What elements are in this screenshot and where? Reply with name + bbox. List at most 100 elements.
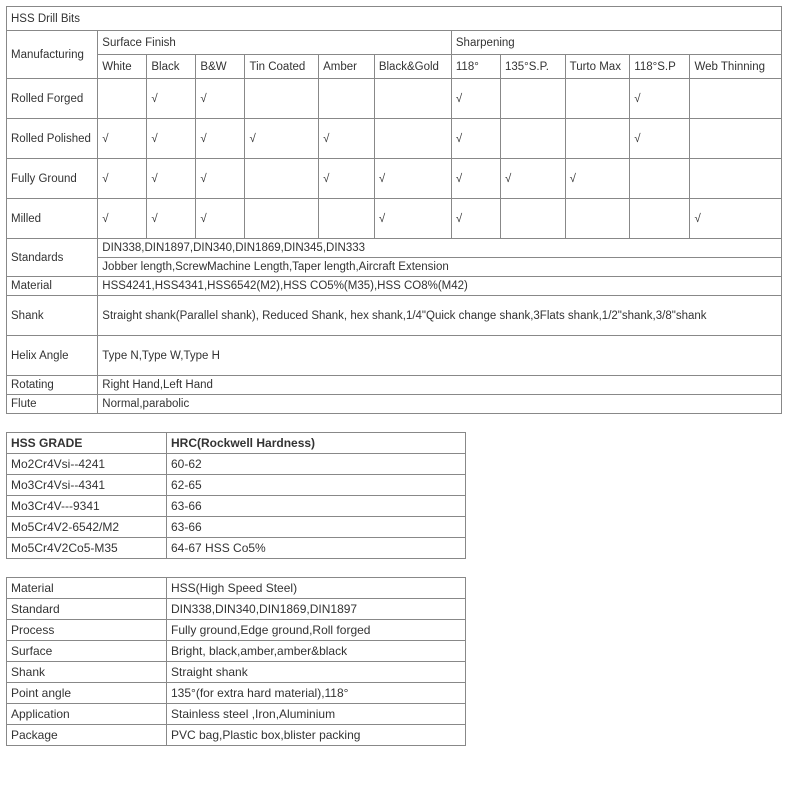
t1-cell: √ [98, 159, 147, 199]
t1-cell: √ [147, 159, 196, 199]
t1-cell: √ [565, 159, 630, 199]
t1-spec-value: Type N,Type W,Type H [98, 336, 782, 376]
t1-surface-col: Black&Gold [374, 55, 451, 79]
t1-cell: √ [147, 119, 196, 159]
t1-cell [500, 79, 565, 119]
t3-cell: Material [7, 578, 167, 599]
t1-spec-label: Flute [7, 395, 98, 414]
t1-cell: √ [147, 79, 196, 119]
t1-cell: √ [98, 119, 147, 159]
t1-cell: √ [500, 159, 565, 199]
t2-cell: 63-66 [167, 517, 466, 538]
t2-cell: Mo5Cr4V2-6542/M2 [7, 517, 167, 538]
t1-spec-value: Right Hand,Left Hand [98, 376, 782, 395]
t1-cell: √ [451, 159, 500, 199]
t1-sharpen-col: 118° [451, 55, 500, 79]
t1-cell: √ [451, 199, 500, 239]
t1-cell [245, 79, 319, 119]
t1-spec-value: HSS4241,HSS4341,HSS6542(M2),HSS CO5%(M35… [98, 277, 782, 296]
t1-cell: √ [319, 159, 375, 199]
t3-cell: DIN338,DIN340,DIN1869,DIN1897 [167, 599, 466, 620]
t1-surface-col: White [98, 55, 147, 79]
t1-group-surface: Surface Finish [98, 31, 452, 55]
t1-cell [565, 79, 630, 119]
t3-cell: Straight shank [167, 662, 466, 683]
t1-sharpen-col: 118°S.P [630, 55, 690, 79]
t1-cell [374, 119, 451, 159]
t1-spec-value: Jobber length,ScrewMachine Length,Taper … [98, 258, 782, 277]
t1-cell: √ [196, 79, 245, 119]
t1-cell [319, 79, 375, 119]
t1-row-label: Fully Ground [7, 159, 98, 199]
t2-cell: 63-66 [167, 496, 466, 517]
t3-cell: Package [7, 725, 167, 746]
t1-spec-value: DIN338,DIN1897,DIN340,DIN1869,DIN345,DIN… [98, 239, 782, 258]
t1-sharpen-col: Turto Max [565, 55, 630, 79]
t1-spec-label: Standards [7, 239, 98, 277]
t2-h1: HRC(Rockwell Hardness) [167, 433, 466, 454]
t1-cell: √ [245, 119, 319, 159]
t3-cell: Bright, black,amber,amber&black [167, 641, 466, 662]
t1-title: HSS Drill Bits [7, 7, 782, 31]
t3-cell: HSS(High Speed Steel) [167, 578, 466, 599]
t1-cell [500, 119, 565, 159]
t2-cell: 64-67 HSS Co5% [167, 538, 466, 559]
t1-spec-value: Straight shank(Parallel shank), Reduced … [98, 296, 782, 336]
t1-spec-label: Shank [7, 296, 98, 336]
t1-cell: √ [451, 79, 500, 119]
t1-cell: √ [196, 199, 245, 239]
t3-cell: 135°(for extra hard material),118° [167, 683, 466, 704]
t2-cell: 60-62 [167, 454, 466, 475]
t1-row-label: Rolled Polished [7, 119, 98, 159]
t3-cell: Stainless steel ,Iron,Aluminium [167, 704, 466, 725]
spec-summary-table: MaterialHSS(High Speed Steel)StandardDIN… [6, 577, 466, 746]
t3-cell: PVC bag,Plastic box,blister packing [167, 725, 466, 746]
t1-sharpen-col: 135°S.P. [500, 55, 565, 79]
t1-cell [690, 119, 782, 159]
t2-cell: Mo2Cr4Vsi--4241 [7, 454, 167, 475]
t1-spec-label: Rotating [7, 376, 98, 395]
t1-cell: √ [196, 159, 245, 199]
t1-cell [630, 199, 690, 239]
t1-surface-col: Tin Coated [245, 55, 319, 79]
t2-cell: Mo3Cr4V---9341 [7, 496, 167, 517]
t1-cell [374, 79, 451, 119]
t1-surface-col: B&W [196, 55, 245, 79]
t2-cell: Mo5Cr4V2Co5-M35 [7, 538, 167, 559]
t1-cell [565, 199, 630, 239]
t3-cell: Application [7, 704, 167, 725]
t1-cell: √ [630, 119, 690, 159]
t1-cell [245, 159, 319, 199]
t2-cell: 62-65 [167, 475, 466, 496]
t3-cell: Process [7, 620, 167, 641]
t1-cell [565, 119, 630, 159]
t3-cell: Fully ground,Edge ground,Roll forged [167, 620, 466, 641]
t1-group-sharpening: Sharpening [451, 31, 781, 55]
t1-cell: √ [451, 119, 500, 159]
t3-cell: Surface [7, 641, 167, 662]
t1-cell [319, 199, 375, 239]
t1-spec-label: Helix Angle [7, 336, 98, 376]
t1-cell [98, 79, 147, 119]
t1-cell [500, 199, 565, 239]
t1-surface-col: Amber [319, 55, 375, 79]
t2-cell: Mo3Cr4Vsi--4341 [7, 475, 167, 496]
t1-cell: √ [374, 159, 451, 199]
t1-cell: √ [690, 199, 782, 239]
t1-row-label: Milled [7, 199, 98, 239]
t1-cell: √ [319, 119, 375, 159]
t1-surface-col: Black [147, 55, 196, 79]
t1-spec-label: Material [7, 277, 98, 296]
t1-cell: √ [630, 79, 690, 119]
t3-cell: Standard [7, 599, 167, 620]
hss-grade-table: HSS GRADE HRC(Rockwell Hardness) Mo2Cr4V… [6, 432, 466, 559]
t2-h0: HSS GRADE [7, 433, 167, 454]
t1-cell: √ [374, 199, 451, 239]
t1-row-label: Rolled Forged [7, 79, 98, 119]
t1-cell [630, 159, 690, 199]
drill-bits-table: HSS Drill Bits Manufacturing Surface Fin… [6, 6, 782, 414]
t1-cell: √ [98, 199, 147, 239]
t1-spec-value: Normal,parabolic [98, 395, 782, 414]
t1-cell [690, 79, 782, 119]
t1-sharpen-col: Web Thinning [690, 55, 782, 79]
